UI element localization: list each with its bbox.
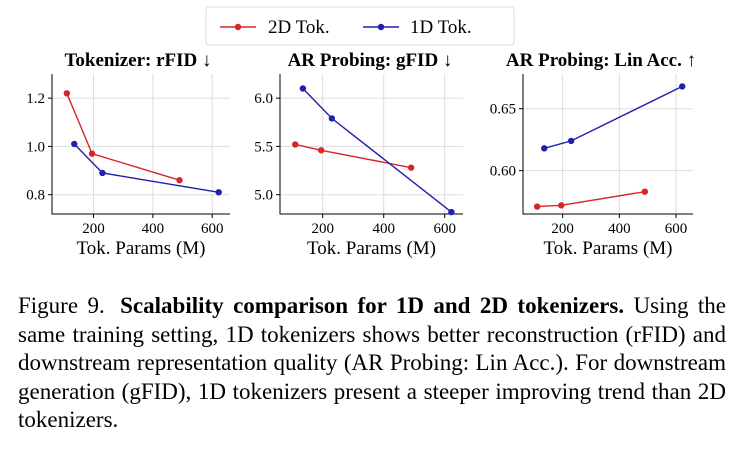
charts-svg: 2D Tok. 1D Tok. Tokenizer: rFID ↓ 200 400 600… xyxy=(26,6,696,259)
series-line-1d xyxy=(302,87,452,213)
chart-title-3: AR Probing: Lin Acc. ↑ xyxy=(506,50,696,71)
data-point-1d xyxy=(215,189,222,196)
x-axis-label-1: Tok. Params (M) xyxy=(76,238,205,259)
data-point-2d xyxy=(533,203,541,210)
chart-title-1: Tokenizer: rFID ↓ xyxy=(64,50,211,71)
axis-lines xyxy=(51,74,230,215)
data-point-2d xyxy=(407,164,415,171)
data-point-1d xyxy=(71,140,78,148)
x-tick-label: 600 xyxy=(665,221,688,237)
y-tick-label: 6.0 xyxy=(254,91,273,107)
data-point-1d xyxy=(541,145,548,152)
caption-bold-title: Scalability comparison for 1D and 2D tok… xyxy=(120,293,625,318)
data-point-1d xyxy=(567,137,575,145)
data-point-1d xyxy=(679,83,686,90)
legend: 2D Tok. 1D Tok. xyxy=(205,6,515,46)
legend-label-2: 1D Tok. xyxy=(410,17,472,38)
caption-text: Using the same training setting, 1D toke… xyxy=(18,293,726,432)
series-line-1d xyxy=(544,85,683,150)
axis-lines xyxy=(522,74,693,215)
chart-panel-3: AR Probing: Lin Acc. ↑ 200 400 600 0.60 0.65 T… xyxy=(490,50,696,259)
x-tick-label: 600 xyxy=(201,221,224,237)
chart-title-2: AR Probing: gFID ↓ xyxy=(288,50,453,71)
figure-caption: Figure 9. Scalability comparison for 1D … xyxy=(18,292,726,435)
data-point-2d xyxy=(176,177,183,184)
y-tick-label: 0.8 xyxy=(26,188,45,204)
data-point-2d xyxy=(641,188,649,195)
legend-frame xyxy=(205,6,515,46)
figure: 2D Tok. 1D Tok. Tokenizer: rFID ↓ 200 400 600… xyxy=(26,6,696,259)
x-tick-label: 200 xyxy=(311,221,334,237)
data-point-1d xyxy=(299,85,307,92)
series-line-2d xyxy=(66,93,180,181)
y-tick-label: 0.65 xyxy=(490,102,516,118)
data-point-1d xyxy=(99,169,106,177)
x-tick-label: 400 xyxy=(608,221,631,237)
y-tick-label: 0.60 xyxy=(490,164,516,180)
y-tick-label: 5.0 xyxy=(254,188,273,204)
legend-marker-1 xyxy=(234,23,242,31)
data-point-2d xyxy=(292,141,299,148)
series-line-2d xyxy=(537,191,645,208)
data-point-2d xyxy=(317,147,325,154)
chart-panel-2: AR Probing: gFID ↓ 200 400 600 5.0 5.5 6.0 Tok.… xyxy=(254,50,463,259)
chart-panel-1: Tokenizer: rFID ↓ 200 400 600 0.8 1.0 1.2 Tok. … xyxy=(26,50,230,259)
x-axis-label-2: Tok. Params (M) xyxy=(307,238,436,259)
x-tick-label: 400 xyxy=(372,221,395,237)
y-tick-label: 1.0 xyxy=(26,139,45,155)
x-tick-label: 200 xyxy=(82,221,105,237)
data-point-1d xyxy=(328,115,336,122)
data-point-2d xyxy=(63,90,71,97)
y-tick-label: 5.5 xyxy=(254,139,273,155)
x-tick-label: 400 xyxy=(142,221,165,237)
series-line-1d xyxy=(73,143,219,193)
data-point-2d xyxy=(88,150,96,157)
legend-marker-2 xyxy=(377,23,385,31)
x-axis-label-3: Tok. Params (M) xyxy=(543,238,672,259)
x-tick-label: 200 xyxy=(551,221,574,237)
series-line-2d xyxy=(295,143,412,169)
caption-label: Figure 9. xyxy=(18,293,105,318)
y-tick-label: 1.2 xyxy=(26,91,45,107)
x-tick-label: 600 xyxy=(433,221,456,237)
axis-lines xyxy=(279,74,463,215)
data-point-2d xyxy=(558,202,565,209)
data-point-1d xyxy=(448,208,455,216)
legend-label-1: 2D Tok. xyxy=(268,17,330,38)
